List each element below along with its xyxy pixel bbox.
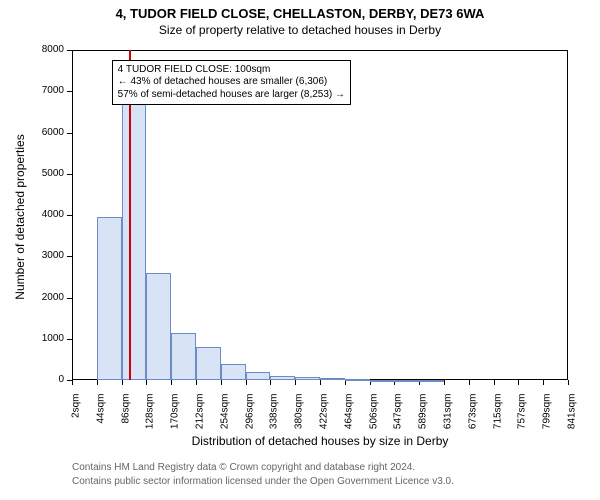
x-tick-label: 2sqm bbox=[71, 394, 82, 444]
histogram-bar bbox=[394, 380, 419, 382]
annotation-line: 57% of semi-detached houses are larger (… bbox=[118, 89, 345, 102]
x-tick-label: 422sqm bbox=[319, 394, 330, 444]
footer-line-2: Contains public sector information licen… bbox=[72, 476, 454, 487]
x-tick-mark bbox=[494, 380, 495, 385]
x-tick-mark bbox=[221, 380, 222, 385]
x-tick-mark bbox=[518, 380, 519, 385]
y-tick-label: 2000 bbox=[0, 292, 64, 303]
x-tick-label: 86sqm bbox=[120, 394, 131, 444]
y-tick-mark bbox=[67, 174, 72, 175]
x-tick-label: 799sqm bbox=[542, 394, 553, 444]
y-tick-label: 6000 bbox=[0, 127, 64, 138]
chart-title-2: Size of property relative to detached ho… bbox=[0, 21, 600, 37]
x-tick-label: 631sqm bbox=[443, 394, 454, 444]
y-tick-mark bbox=[67, 256, 72, 257]
x-tick-mark bbox=[196, 380, 197, 385]
y-tick-label: 8000 bbox=[0, 44, 64, 55]
x-tick-mark bbox=[122, 380, 123, 385]
x-tick-label: 547sqm bbox=[393, 394, 404, 444]
x-tick-label: 757sqm bbox=[517, 394, 528, 444]
y-tick-mark bbox=[67, 133, 72, 134]
histogram-bar bbox=[246, 372, 271, 380]
x-tick-mark bbox=[568, 380, 569, 385]
histogram-bar bbox=[171, 333, 196, 380]
x-tick-mark bbox=[72, 380, 73, 385]
histogram-bar bbox=[196, 347, 221, 380]
chart-title-1: 4, TUDOR FIELD CLOSE, CHELLASTON, DERBY,… bbox=[0, 0, 600, 21]
x-tick-mark bbox=[543, 380, 544, 385]
y-tick-label: 4000 bbox=[0, 209, 64, 220]
x-tick-mark bbox=[246, 380, 247, 385]
histogram-bar bbox=[221, 364, 246, 381]
x-tick-mark bbox=[171, 380, 172, 385]
x-tick-label: 715sqm bbox=[492, 394, 503, 444]
histogram-bar bbox=[122, 104, 147, 380]
histogram-bar bbox=[345, 379, 370, 381]
x-tick-mark bbox=[469, 380, 470, 385]
histogram-bar bbox=[419, 380, 444, 382]
footer-line-1: Contains HM Land Registry data © Crown c… bbox=[72, 462, 415, 473]
histogram-bar bbox=[97, 217, 122, 380]
y-tick-label: 3000 bbox=[0, 250, 64, 261]
y-tick-label: 5000 bbox=[0, 168, 64, 179]
annotation-line: ← 43% of detached houses are smaller (6,… bbox=[118, 76, 345, 89]
y-tick-mark bbox=[67, 215, 72, 216]
y-tick-mark bbox=[67, 298, 72, 299]
x-tick-label: 380sqm bbox=[294, 394, 305, 444]
x-tick-mark bbox=[444, 380, 445, 385]
y-tick-mark bbox=[67, 50, 72, 51]
histogram-bar bbox=[370, 380, 395, 382]
x-tick-label: 254sqm bbox=[219, 394, 230, 444]
annotation-box: 4 TUDOR FIELD CLOSE: 100sqm← 43% of deta… bbox=[112, 60, 351, 106]
annotation-line: 4 TUDOR FIELD CLOSE: 100sqm bbox=[118, 64, 345, 77]
y-tick-mark bbox=[67, 91, 72, 92]
x-tick-mark bbox=[320, 380, 321, 385]
x-tick-label: 338sqm bbox=[269, 394, 280, 444]
histogram-bar bbox=[270, 376, 295, 380]
y-tick-label: 0 bbox=[0, 374, 64, 385]
histogram-bar bbox=[146, 273, 171, 380]
y-tick-mark bbox=[67, 339, 72, 340]
y-tick-label: 1000 bbox=[0, 333, 64, 344]
x-tick-label: 589sqm bbox=[418, 394, 429, 444]
x-tick-mark bbox=[97, 380, 98, 385]
x-tick-label: 673sqm bbox=[467, 394, 478, 444]
y-tick-label: 7000 bbox=[0, 85, 64, 96]
x-tick-mark bbox=[146, 380, 147, 385]
x-tick-label: 44sqm bbox=[95, 394, 106, 444]
x-tick-mark bbox=[270, 380, 271, 385]
x-tick-label: 506sqm bbox=[368, 394, 379, 444]
x-tick-label: 212sqm bbox=[195, 394, 206, 444]
histogram-bar bbox=[320, 378, 345, 380]
x-tick-label: 170sqm bbox=[170, 394, 181, 444]
x-tick-mark bbox=[295, 380, 296, 385]
x-tick-label: 128sqm bbox=[145, 394, 156, 444]
x-tick-label: 464sqm bbox=[343, 394, 354, 444]
x-tick-label: 296sqm bbox=[244, 394, 255, 444]
histogram-bar bbox=[295, 377, 320, 380]
x-tick-label: 841sqm bbox=[567, 394, 578, 444]
